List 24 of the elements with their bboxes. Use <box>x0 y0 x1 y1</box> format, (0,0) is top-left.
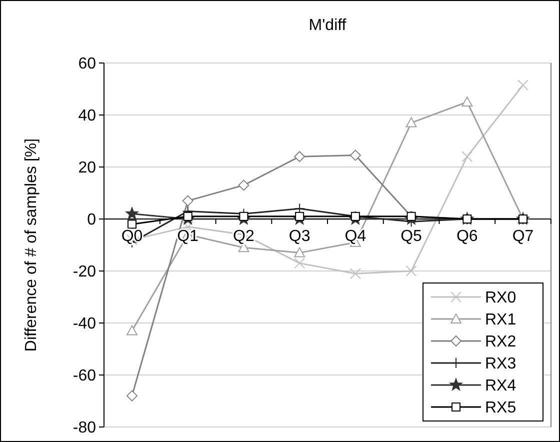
legend-label: RX5 <box>485 400 516 417</box>
x-tick-label: Q0 <box>121 228 143 245</box>
y-tick-label: 20 <box>78 160 96 177</box>
x-tick-label: Q7 <box>512 228 534 245</box>
legend-label: RX2 <box>485 334 516 351</box>
chart-title: M'diff <box>308 17 347 34</box>
x-tick-label: Q2 <box>233 228 254 245</box>
x-tick-label: Q3 <box>288 228 310 245</box>
y-axis-title: Difference of # of samples [%] <box>23 138 40 352</box>
y-tick-label: -20 <box>72 264 96 281</box>
legend-label: RX1 <box>485 312 516 329</box>
x-tick-label: Q6 <box>456 228 478 245</box>
x-tick-label: Q5 <box>400 228 422 245</box>
y-tick-label: -80 <box>72 420 96 437</box>
y-tick-label: 0 <box>87 212 96 229</box>
legend-label: RX4 <box>485 378 516 395</box>
y-tick-label: 40 <box>78 108 96 125</box>
y-tick-label: 60 <box>78 56 96 73</box>
x-tick-label: Q1 <box>177 228 199 245</box>
legend-label: RX3 <box>485 356 516 373</box>
y-tick-label: -40 <box>72 316 96 333</box>
y-tick-label: -60 <box>72 368 96 385</box>
legend-label: RX0 <box>485 290 516 307</box>
x-tick-label: Q4 <box>344 228 366 245</box>
